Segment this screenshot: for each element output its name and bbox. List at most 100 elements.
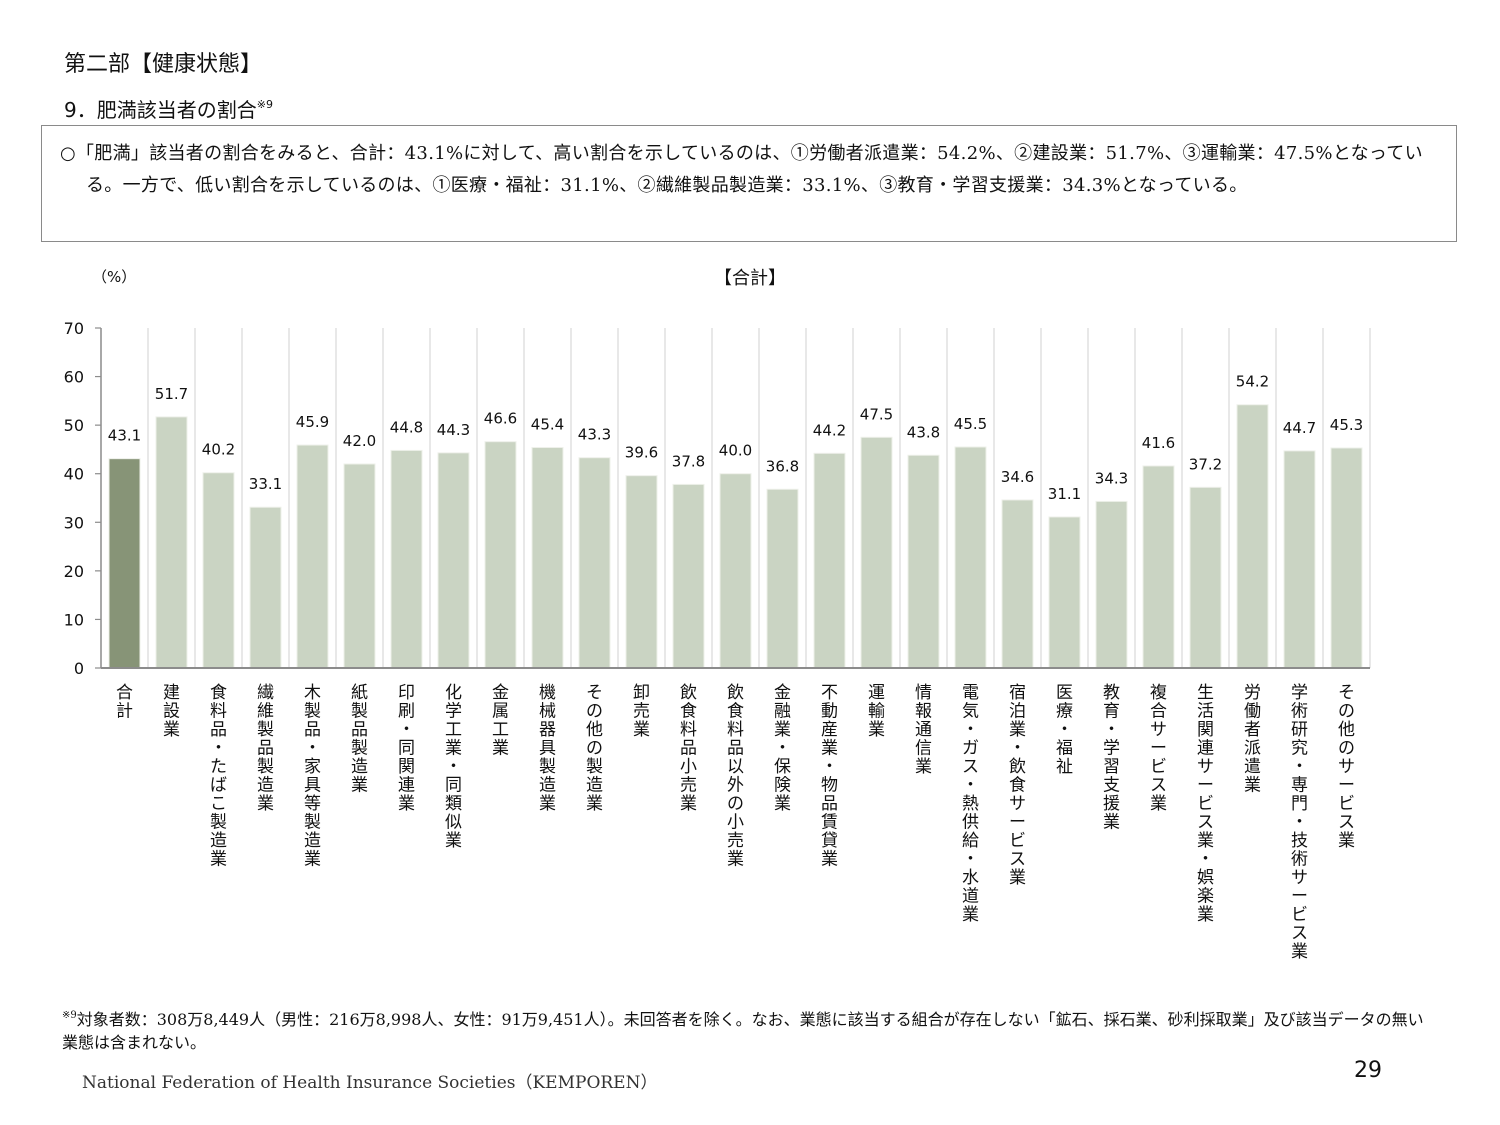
bar-value-label: 44.8 — [390, 418, 423, 436]
x-category-label: 化学工業・同類似業 — [445, 683, 462, 851]
bar-value-label: 45.9 — [296, 413, 329, 431]
subtitle: 9．肥満該当者の割合※9 — [64, 94, 273, 123]
bar-value-label: 40.0 — [719, 442, 752, 460]
bar-value-label: 44.7 — [1283, 419, 1316, 437]
bar — [531, 446, 564, 669]
bar-value-label: 45.5 — [954, 415, 987, 433]
chart-title: 【合計】 — [714, 268, 786, 289]
x-category-label: 金融業・保険業 — [774, 683, 791, 814]
bar — [578, 457, 611, 669]
bar-value-label: 31.1 — [1048, 485, 1081, 503]
bar-value-label: 37.8 — [672, 452, 705, 470]
y-tick-label: 70 — [64, 319, 84, 338]
bar-value-label: 39.6 — [625, 444, 658, 462]
bar-value-label: 42.0 — [343, 432, 376, 450]
x-category-label: 建設業 — [163, 683, 180, 740]
bar — [719, 473, 752, 669]
bar — [1236, 404, 1269, 669]
x-category-label: その他のサービス業 — [1338, 683, 1355, 851]
bar — [155, 416, 188, 669]
bar — [625, 475, 658, 669]
subtitle-text: 9．肥満該当者の割合 — [64, 98, 257, 122]
y-tick-label: 10 — [64, 610, 84, 629]
x-category-label: 宿泊業・飲食サービス業 — [1009, 683, 1026, 888]
x-category-label: 運輸業 — [868, 683, 885, 740]
y-tick-label: 50 — [64, 416, 84, 435]
bar — [249, 506, 282, 669]
bar — [437, 452, 470, 669]
x-category-label: 機械器具製造業 — [539, 683, 556, 814]
bar-value-label: 44.2 — [813, 421, 846, 439]
y-tick-label: 0 — [74, 659, 84, 678]
x-category-label: 不動産業・物品賃貸業 — [821, 683, 838, 870]
bar — [907, 454, 940, 669]
x-category-label: 合計 — [116, 683, 133, 722]
x-category-label: 金属工業 — [492, 683, 509, 759]
y-tick-label: 20 — [64, 562, 84, 581]
bar-value-label: 36.8 — [766, 457, 799, 475]
bar-value-label: 43.3 — [578, 426, 611, 444]
page-number: 29 — [1354, 1058, 1382, 1083]
y-tick-label: 40 — [64, 465, 84, 484]
bar — [1095, 500, 1128, 669]
footnote: ※9対象者数：308万8,449人（男性：216万8,998人、女性：91万9,… — [62, 1004, 1432, 1054]
bar — [390, 449, 423, 669]
x-category-label: 複合サービス業 — [1150, 683, 1167, 814]
bar-value-label: 46.6 — [484, 410, 517, 428]
x-category-label: 電気・ガス・熱供給・水道業 — [962, 683, 979, 925]
bar-value-label: 40.2 — [202, 441, 235, 459]
x-category-label: 医療・福祉 — [1056, 683, 1073, 777]
footnote-text: 対象者数：308万8,449人（男性：216万8,998人、女性：91万9,45… — [62, 1010, 1424, 1052]
x-category-label: 学術研究・専門・技術サービス業 — [1291, 683, 1308, 962]
subtitle-note-marker: ※9 — [256, 98, 273, 111]
bar — [484, 441, 517, 669]
bar-value-label: 41.6 — [1142, 434, 1175, 452]
bar-value-label: 45.4 — [531, 415, 564, 433]
footnote-marker: ※9 — [62, 1010, 77, 1021]
bar — [813, 452, 846, 669]
bar — [860, 436, 893, 669]
y-tick-label: 60 — [64, 368, 84, 387]
bar-value-label: 44.3 — [437, 421, 470, 439]
bar-value-label: 34.3 — [1095, 469, 1128, 487]
x-category-label: 木製品・家具等製造業 — [304, 683, 321, 870]
y-tick-label: 30 — [64, 513, 84, 532]
x-category-label: 紙製品製造業 — [351, 683, 368, 796]
bar — [1189, 486, 1222, 669]
x-category-label: 印刷・同関連業 — [398, 683, 415, 814]
x-category-label: 生活関連サービス業・娯楽業 — [1197, 683, 1214, 925]
bar-value-label: 43.8 — [907, 423, 940, 441]
bar — [766, 488, 799, 669]
bar-value-label: 47.5 — [860, 405, 893, 423]
x-category-label: 情報通信業 — [915, 683, 932, 777]
bar — [1330, 447, 1363, 669]
bar-total — [108, 458, 141, 669]
organization-name: National Federation of Health Insurance … — [82, 1073, 658, 1093]
bar-value-label: 34.6 — [1001, 468, 1034, 486]
y-axis-unit-label: （%） — [92, 268, 137, 286]
x-category-label: 卸売業 — [633, 683, 650, 740]
bar — [1048, 516, 1081, 669]
section-title: 第二部【健康状態】 — [64, 52, 263, 77]
x-category-label: 飲食料品小売業 — [680, 683, 697, 814]
bar — [1283, 450, 1316, 669]
bar-value-label: 43.1 — [108, 427, 141, 445]
bar-value-label: 37.2 — [1189, 455, 1222, 473]
x-category-label: 飲食料品以外の小売業 — [727, 683, 744, 870]
bar — [1142, 465, 1175, 669]
summary-text: ○「肥満」該当者の割合をみると、合計：43.1%に対して、高い割合を示しているの… — [60, 143, 1423, 196]
bar — [954, 446, 987, 669]
bar — [672, 483, 705, 669]
bar-value-label: 33.1 — [249, 475, 282, 493]
bar — [343, 463, 376, 669]
x-category-label: 教育・学習支援業 — [1103, 683, 1120, 833]
bar — [296, 444, 329, 669]
bar-value-label: 51.7 — [155, 385, 188, 403]
x-category-label: その他の製造業 — [586, 683, 603, 814]
bar-chart: 0 10 20 30 40 50 60 70 43.1 合計 51.7 建設業 40.2 食料品・たばこ製… — [64, 319, 1371, 962]
bar-value-label: 45.3 — [1330, 416, 1363, 434]
x-category-label: 労働者派遣業 — [1244, 683, 1261, 796]
x-category-label: 食料品・たばこ製造業 — [210, 683, 227, 870]
summary-box: ○「肥満」該当者の割合をみると、合計：43.1%に対して、高い割合を示しているの… — [41, 125, 1457, 242]
bar-value-label: 54.2 — [1236, 373, 1269, 391]
